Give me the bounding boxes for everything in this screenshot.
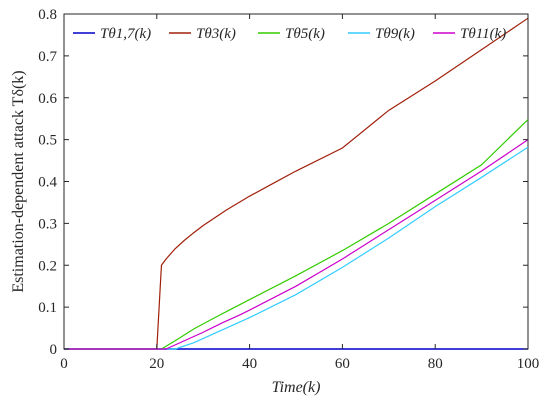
plot-frame	[63, 13, 529, 350]
legend-label-1: Tθ1,7(k)	[100, 26, 151, 42]
y-tick-label: 0.3	[38, 216, 57, 232]
x-axis-ticks: 0 20 40 60 80 100	[60, 14, 539, 372]
y-tick-label: 0.6	[38, 91, 57, 107]
x-tick-label: 40	[242, 356, 257, 372]
x-axis-label: Time(k)	[272, 379, 321, 396]
y-tick-label: 0.4	[38, 175, 57, 191]
y-axis-label: Estimation-dependent attack Tδ(k)	[10, 70, 27, 292]
legend-label-2: Tθ3(k)	[196, 26, 236, 42]
legend-label-5: Tθ11(k)	[460, 26, 506, 42]
y-tick-label: 0	[50, 342, 58, 358]
x-tick-label: 0	[60, 356, 68, 372]
y-tick-label: 0.5	[38, 133, 57, 149]
x-tick-label: 60	[335, 356, 350, 372]
series-line-3	[64, 119, 529, 350]
y-tick-label: 0.7	[38, 49, 57, 65]
y-axis-ticks: 0 0.1 0.2 0.3 0.4 0.5 0.6 0.7 0.8	[38, 7, 528, 358]
legend-label-3: Tθ5(k)	[285, 26, 325, 42]
legend: Tθ1,7(k) Tθ3(k) Tθ5(k) Tθ9(k) Tθ11(k)	[73, 26, 506, 42]
series-line-4	[64, 146, 529, 350]
series-line-5	[64, 139, 529, 350]
y-tick-label: 0.8	[38, 7, 57, 23]
x-tick-label: 20	[149, 356, 164, 372]
legend-label-4: Tθ9(k)	[375, 26, 415, 42]
series-layer	[64, 17, 529, 350]
y-tick-label: 0.1	[38, 300, 57, 316]
y-tick-label: 0.2	[38, 258, 57, 274]
x-tick-label: 100	[517, 356, 540, 372]
series-line-2	[64, 17, 529, 350]
x-tick-label: 80	[428, 356, 443, 372]
